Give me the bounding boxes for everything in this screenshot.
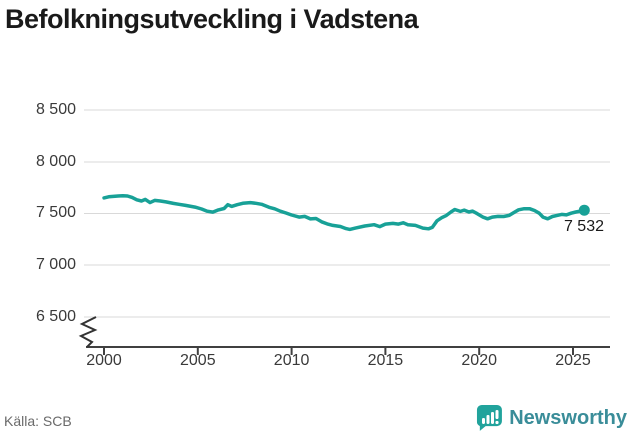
latest-value-dot [578, 204, 590, 216]
page-title: Befolkningsutveckling i Vadstena [5, 4, 419, 34]
x-axis-tick-marks [103, 347, 574, 355]
x-tick-2015: 2015 [367, 352, 404, 369]
x-tick-2010: 2010 [273, 352, 310, 369]
latest-value-label: 7 532 [563, 218, 604, 235]
y-axis-break-zigzag-icon [78, 316, 98, 348]
y-tick-8500: 8 500 [35, 101, 76, 118]
gridlines [84, 109, 610, 318]
x-tick-2005: 2005 [180, 352, 216, 369]
y-tick-6500: 6 500 [35, 308, 76, 325]
y-tick-7000: 7 000 [35, 256, 76, 273]
y-tick-7500: 7 500 [35, 204, 76, 221]
x-tick-2020: 2020 [461, 352, 497, 369]
x-tick-2000: 2000 [86, 352, 122, 369]
x-tick-2025: 2025 [555, 352, 591, 369]
source-note: Källa: SCB [4, 413, 72, 429]
population-series-line [102, 193, 587, 232]
brand-name: Newsworthy [509, 406, 627, 429]
bar-chart-speech-bubble-icon [477, 404, 503, 431]
newsworthy-logo: Newsworthy [475, 404, 627, 432]
y-tick-8000: 8 000 [35, 153, 76, 170]
